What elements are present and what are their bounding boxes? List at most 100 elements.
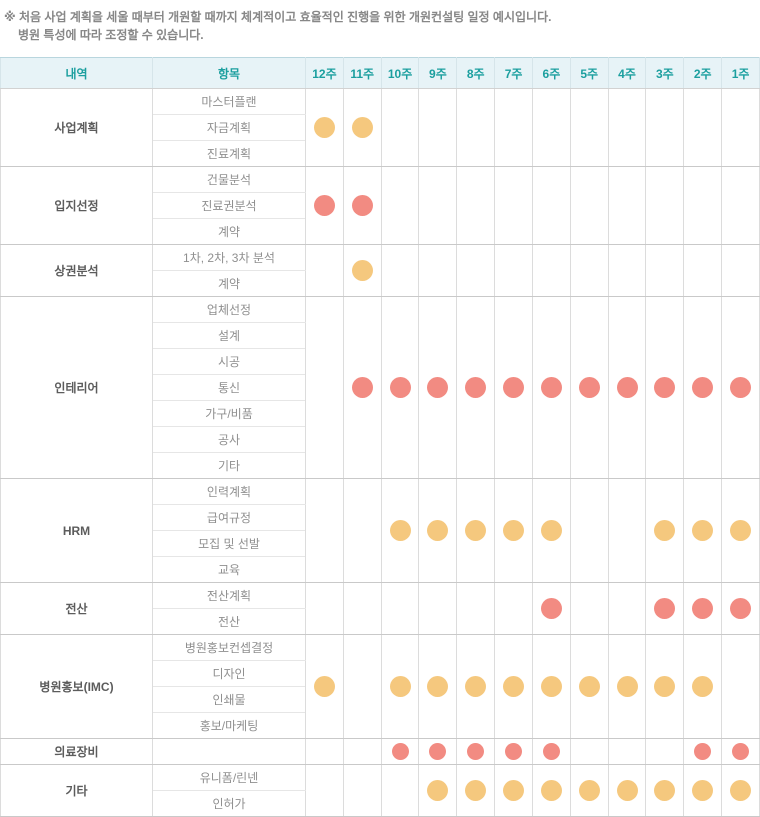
week-cell-7-7 bbox=[494, 738, 533, 765]
week-header-6: 6주 bbox=[531, 57, 571, 89]
category-cell-2: 상권분석 bbox=[0, 244, 153, 297]
item-cell: 인쇄물 bbox=[152, 686, 306, 713]
week-cell-7-3 bbox=[645, 738, 685, 765]
item-cell: 공사 bbox=[152, 426, 306, 453]
week-cell-5-10 bbox=[380, 582, 420, 635]
dot-yellow bbox=[389, 520, 411, 541]
week-cell-2-4 bbox=[607, 244, 647, 297]
item-cell: 디자인 bbox=[152, 660, 306, 687]
week-cell-6-1 bbox=[721, 634, 760, 739]
category-cell-5: 전산 bbox=[0, 582, 153, 635]
dot-red bbox=[540, 598, 562, 619]
week-cell-0-12 bbox=[305, 88, 344, 167]
week-cell-7-2 bbox=[683, 738, 723, 765]
week-cell-4-4 bbox=[607, 478, 647, 583]
week-cell-1-8 bbox=[456, 166, 496, 245]
item-cell: 기타 bbox=[152, 452, 306, 479]
week-cell-6-5 bbox=[569, 634, 609, 739]
week-cell-0-1 bbox=[721, 88, 760, 167]
week-cell-3-5 bbox=[569, 296, 609, 479]
table-row: 홍보/마케팅 bbox=[1, 712, 760, 739]
category-cell-8: 기타 bbox=[0, 764, 153, 817]
col-header-category: 내역 bbox=[0, 57, 153, 89]
week-cell-7-9 bbox=[418, 738, 458, 765]
week-cell-3-3 bbox=[645, 296, 685, 479]
table-row: 전산 bbox=[1, 608, 760, 635]
dot-red bbox=[578, 377, 600, 398]
week-cell-2-10 bbox=[380, 244, 420, 297]
week-cell-4-9 bbox=[418, 478, 458, 583]
dot-red bbox=[542, 743, 560, 760]
item-cell: 인허가 bbox=[152, 790, 306, 817]
table-row: 의료장비 bbox=[0, 738, 760, 765]
week-cell-7-4 bbox=[607, 738, 647, 765]
week-cell-2-1 bbox=[721, 244, 760, 297]
week-cell-6-10 bbox=[380, 634, 420, 739]
week-cell-8-12 bbox=[305, 764, 344, 817]
week-cell-7-6 bbox=[531, 738, 571, 765]
dot-yellow bbox=[503, 676, 525, 697]
week-cell-0-7 bbox=[494, 88, 533, 167]
table-row: 전산 전산계획 bbox=[0, 582, 760, 635]
week-cell-5-7 bbox=[494, 582, 533, 635]
item-cell: 병원홍보컨셉결정 bbox=[152, 634, 306, 661]
week-cell-1-10 bbox=[380, 166, 420, 245]
week-cell-5-12 bbox=[305, 582, 344, 635]
week-header-11: 11주 bbox=[342, 57, 382, 89]
dot-red bbox=[732, 743, 750, 760]
dot-red bbox=[467, 743, 485, 760]
week-cell-7-5 bbox=[569, 738, 609, 765]
item-cell: 자금계획 bbox=[152, 114, 306, 141]
week-cell-2-7 bbox=[494, 244, 533, 297]
week-cell-8-1 bbox=[721, 764, 760, 817]
category-cell-0: 사업계획 bbox=[0, 88, 153, 167]
category-cell-4: HRM bbox=[0, 478, 153, 583]
week-cell-8-2 bbox=[683, 764, 723, 817]
week-cell-4-6 bbox=[531, 478, 571, 583]
dot-red bbox=[692, 377, 714, 398]
dot-red bbox=[351, 377, 373, 398]
week-cell-5-9 bbox=[418, 582, 458, 635]
dot-yellow bbox=[313, 117, 335, 138]
note-line-1: ※ 처음 사업 계획을 세울 때부터 개원할 때까지 체계적이고 효율적인 진행… bbox=[4, 10, 552, 24]
week-cell-2-8 bbox=[456, 244, 496, 297]
week-cell-2-2 bbox=[683, 244, 723, 297]
item-cell: 계약 bbox=[152, 218, 306, 245]
table-row: 공사 bbox=[1, 426, 760, 453]
week-cell-6-11 bbox=[342, 634, 382, 739]
week-cell-5-5 bbox=[569, 582, 609, 635]
week-cell-4-12 bbox=[305, 478, 344, 583]
table-row: 통신 bbox=[1, 374, 760, 401]
week-cell-2-9 bbox=[418, 244, 458, 297]
week-cell-6-3 bbox=[645, 634, 685, 739]
week-header-2: 2주 bbox=[683, 57, 723, 89]
week-cell-6-8 bbox=[456, 634, 496, 739]
note-line-2: 병원 특성에 따라 조정할 수 있습니다. bbox=[18, 28, 204, 42]
week-cell-8-9 bbox=[418, 764, 458, 817]
week-header-10: 10주 bbox=[380, 57, 420, 89]
week-cell-2-3 bbox=[645, 244, 685, 297]
category-cell-1: 입지선정 bbox=[0, 166, 153, 245]
dot-red bbox=[654, 377, 676, 398]
week-cell-5-2 bbox=[683, 582, 723, 635]
dot-yellow bbox=[313, 676, 335, 697]
dot-yellow bbox=[540, 780, 562, 801]
week-cell-0-8 bbox=[456, 88, 496, 167]
week-cell-2-5 bbox=[569, 244, 609, 297]
dot-yellow bbox=[730, 520, 752, 541]
week-cell-8-8 bbox=[456, 764, 496, 817]
item-cell: 1차, 2차, 3차 분석 bbox=[152, 244, 306, 271]
week-cell-1-6 bbox=[531, 166, 571, 245]
week-header-4: 4주 bbox=[607, 57, 647, 89]
dot-yellow bbox=[465, 520, 487, 541]
dot-yellow bbox=[692, 676, 714, 697]
dot-red bbox=[351, 195, 373, 216]
dot-yellow bbox=[427, 520, 449, 541]
table-row: 계약 bbox=[1, 218, 760, 245]
week-cell-3-7 bbox=[494, 296, 533, 479]
week-header-9: 9주 bbox=[418, 57, 458, 89]
dot-red bbox=[503, 377, 525, 398]
dot-yellow bbox=[540, 676, 562, 697]
dot-yellow bbox=[540, 520, 562, 541]
item-cell: 급여규정 bbox=[152, 504, 306, 531]
